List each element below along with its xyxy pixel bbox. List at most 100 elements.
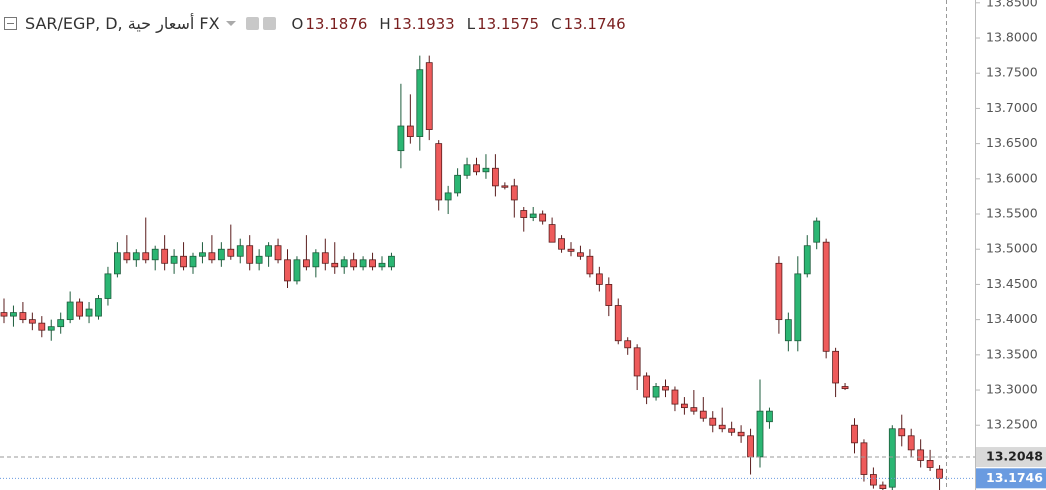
candle-body: [463, 164, 471, 176]
candle-body: [794, 273, 802, 342]
candle-body: [936, 468, 943, 479]
candle-body: [38, 322, 46, 331]
ohlc-value: 13.1575: [477, 14, 540, 33]
ohlc-value: 13.1746: [563, 14, 626, 33]
candle-body: [643, 375, 650, 398]
candle-body: [416, 69, 424, 137]
y-tick-label: 13.7000: [986, 100, 1038, 115]
candle-body: [671, 389, 679, 405]
candle-body: [199, 252, 206, 257]
candle-body: [114, 252, 121, 275]
candle-body: [860, 442, 868, 475]
candle-body: [662, 386, 669, 391]
ohlc-label: C: [551, 14, 562, 33]
price-label: 13.2048: [986, 449, 1043, 464]
settings-icon[interactable]: [262, 17, 276, 30]
ohlc-value: 13.1876: [305, 14, 368, 33]
candle-body: [822, 241, 830, 352]
candle-body: [236, 245, 244, 257]
candle-body: [378, 262, 386, 268]
candle-body: [520, 210, 528, 218]
candle-body: [274, 245, 282, 261]
ohlc-value: 13.1933: [392, 14, 455, 33]
candle-body: [718, 424, 726, 430]
candle-body: [709, 417, 717, 426]
candle-body: [926, 460, 934, 468]
candle-body: [775, 262, 783, 321]
candle-body: [10, 312, 17, 317]
candle-body: [85, 308, 93, 317]
candle-body: [851, 424, 858, 444]
candle-body: [95, 298, 102, 317]
candle-body: [813, 220, 821, 243]
ohlc-item: H 13.1933: [379, 15, 454, 33]
candle-body: [132, 252, 140, 261]
candle-body: [633, 347, 641, 377]
eye-icon[interactable]: [245, 17, 259, 30]
candle-body: [255, 255, 263, 264]
candle-body: [284, 259, 291, 282]
ohlc-label: L: [466, 14, 476, 33]
candle-body: [728, 428, 736, 433]
candle-body: [57, 319, 65, 328]
candle-body: [917, 449, 925, 461]
candle-body: [28, 319, 36, 324]
candle-body: [444, 192, 452, 201]
candle-body: [369, 259, 376, 268]
candle-body: [681, 403, 688, 409]
candle-body: [47, 326, 55, 331]
collapse-icon[interactable]: [4, 17, 17, 30]
candle-body: [454, 174, 462, 194]
price-label-box: [976, 468, 1046, 489]
candle-body: [652, 386, 660, 398]
candle-body: [756, 410, 764, 458]
candle-body: [473, 164, 480, 173]
ohlc-item: O 13.1876: [292, 15, 368, 33]
y-tick-label: 13.6000: [986, 170, 1038, 185]
candle-body: [577, 252, 584, 257]
y-tick-label: 13.6500: [986, 135, 1038, 150]
candle-body: [567, 248, 575, 252]
candle-body: [180, 255, 187, 268]
candle-body: [435, 143, 443, 201]
candle-body: [491, 167, 499, 187]
y-tick-label: 13.4000: [986, 311, 1038, 326]
candle-body: [359, 259, 367, 268]
candle-body: [425, 62, 433, 130]
legend-header: SAR/EGP, D, أسعار حية FX O 13.1876 H 13.193…: [4, 14, 626, 33]
candle-body: [161, 248, 169, 264]
candle-body: [832, 350, 839, 384]
candle-body: [388, 255, 395, 268]
candle-body: [510, 185, 518, 201]
y-tick-label: 13.3000: [986, 382, 1038, 397]
dropdown-arrow[interactable]: [225, 21, 236, 26]
candle-body: [142, 252, 150, 261]
candle-body: [227, 248, 235, 257]
candle-body: [246, 245, 254, 264]
price-label-box: [976, 447, 1046, 468]
candle-body: [624, 340, 632, 349]
candle-body: [170, 255, 178, 264]
candle-body: [529, 213, 537, 218]
ohlc-values: O 13.1876 H 13.1933 L 13.1575 C 13.1746: [280, 15, 626, 33]
candle-body: [0, 312, 8, 317]
candle-body: [605, 284, 613, 306]
candle-body: [340, 259, 348, 268]
ohlc-item: L 13.1575: [467, 15, 539, 33]
candle-body: [265, 245, 273, 257]
candle-body: [19, 312, 27, 321]
candle-body: [879, 484, 887, 489]
candle-body: [870, 474, 877, 486]
candle-body: [737, 431, 745, 437]
y-tick-label: 13.5500: [986, 206, 1038, 221]
candle-body: [888, 428, 896, 488]
candle-body: [151, 248, 159, 261]
y-tick-label: 13.4500: [986, 276, 1038, 291]
candle-body: [699, 410, 707, 419]
y-tick-label: 13.8000: [986, 30, 1038, 45]
candle-body: [907, 435, 915, 451]
candle-body: [302, 259, 310, 268]
candle-body: [766, 410, 773, 423]
candle-body: [501, 185, 509, 188]
